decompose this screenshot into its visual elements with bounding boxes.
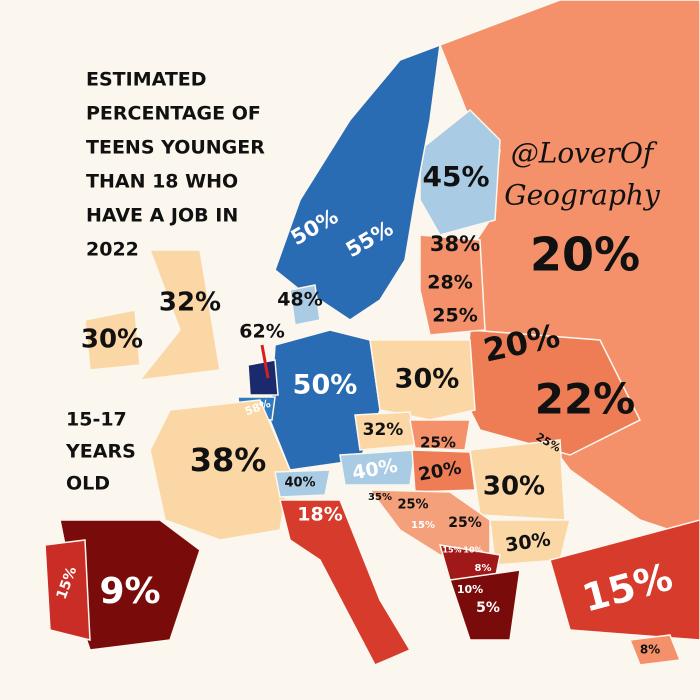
value-label: 28% [427, 272, 472, 294]
value-label: 22% [535, 375, 636, 424]
finland [419, 108, 501, 236]
italy [279, 499, 412, 666]
subtitle-line: OLD [66, 473, 110, 495]
title-line: TEENS YOUNGER [86, 137, 265, 159]
value-label: 9% [99, 571, 160, 612]
value-label: 32% [159, 288, 221, 318]
value-label: 30% [81, 325, 143, 355]
value-label: 35% [368, 492, 392, 503]
cyprus [628, 634, 682, 666]
value-label: 8% [640, 643, 660, 657]
value-label: 45% [422, 160, 489, 193]
value-label: 62% [239, 321, 284, 343]
value-label: 40% [284, 476, 315, 491]
value-label: 10% [463, 546, 482, 555]
value-label: 25% [432, 305, 477, 327]
scandinavia [274, 43, 441, 321]
slovakia [409, 419, 471, 451]
value-label: 50% [293, 370, 358, 401]
netherlands [247, 359, 279, 396]
watermark: @LoverOf Geography [504, 137, 661, 212]
value-label: 38% [430, 232, 480, 256]
poland [369, 339, 476, 421]
turkey [549, 519, 700, 641]
value-label: 25% [448, 515, 482, 531]
switzerland [274, 469, 331, 498]
watermark-line: @LoverOf [511, 137, 658, 170]
value-label: 48% [277, 289, 322, 311]
value-label: 20% [530, 228, 640, 282]
value-label: 8% [475, 563, 492, 574]
portugal [44, 539, 91, 641]
value-label: 30% [395, 364, 460, 395]
greece [449, 569, 521, 641]
title-line: PERCENTAGE OF [86, 103, 261, 125]
value-label: 5% [476, 600, 500, 616]
value-label: 15% [442, 546, 461, 555]
watermark-line: Geography [504, 179, 661, 212]
title-line: HAVE A JOB IN [86, 205, 238, 227]
title-line: 2022 [86, 239, 139, 261]
subtitle-line: YEARS [65, 441, 136, 463]
regions [44, 0, 700, 666]
value-label: 25% [397, 498, 428, 513]
denmark [289, 284, 321, 326]
subtitle-line: 15-17 [66, 409, 127, 431]
baltics [419, 234, 486, 336]
ireland [84, 309, 141, 371]
france [149, 399, 291, 541]
value-label: 18% [297, 504, 342, 526]
value-label: 32% [363, 420, 404, 440]
title-line: ESTIMATED [86, 69, 207, 91]
austria [339, 449, 416, 486]
value-label: 38% [190, 441, 267, 479]
value-label: 30% [483, 472, 545, 502]
title: ESTIMATED PERCENTAGE OF TEENS YOUNGER THAN … [86, 69, 265, 261]
hungary [411, 449, 476, 493]
value-label: 25% [420, 434, 456, 452]
title-line: THAN 18 WHO [86, 171, 238, 193]
subtitle: 15-17 YEARS OLD [65, 409, 136, 495]
pointer-arrow [260, 344, 270, 379]
great-britain [138, 249, 221, 381]
value-label: 15% [411, 520, 435, 531]
value-label: 10% [457, 583, 483, 596]
